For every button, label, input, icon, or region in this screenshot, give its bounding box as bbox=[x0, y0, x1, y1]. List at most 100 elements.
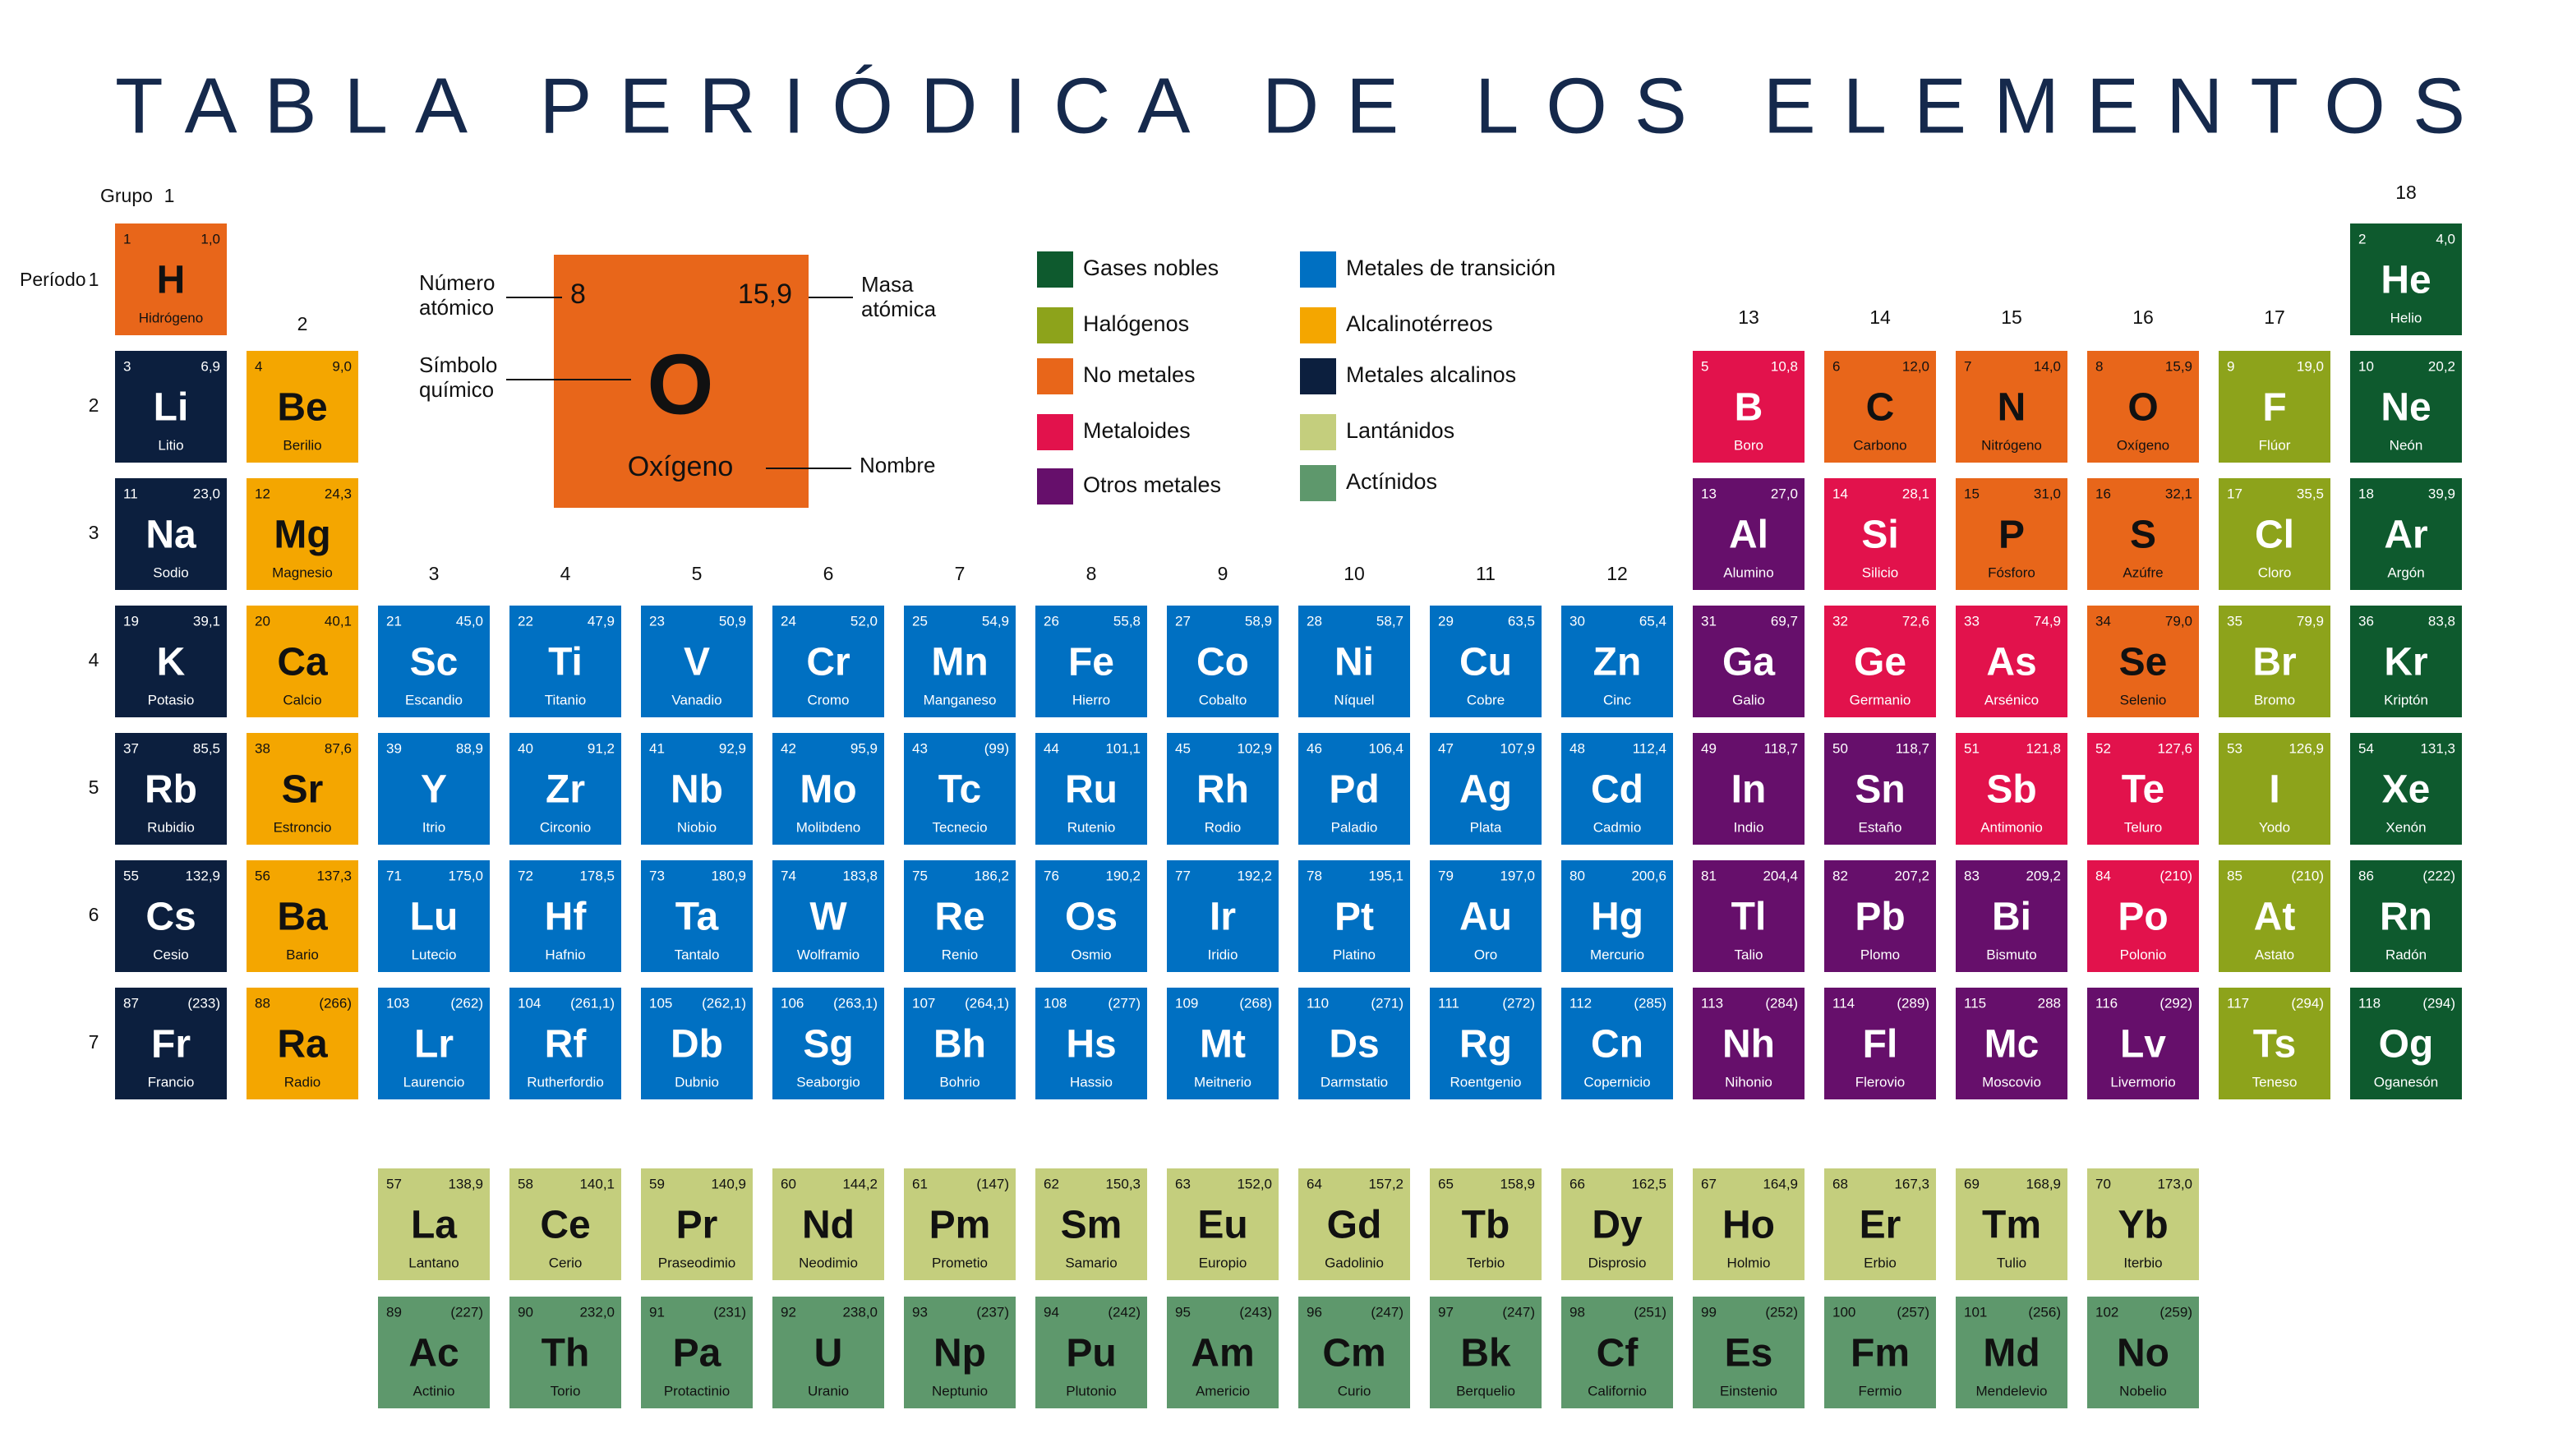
element-symbol: I bbox=[2269, 768, 2279, 812]
atomic-mass: 137,3 bbox=[316, 868, 352, 883]
atomic-mass: 126,9 bbox=[2289, 740, 2324, 756]
element-symbol: Rf bbox=[545, 1023, 588, 1067]
element-bg bbox=[641, 988, 753, 1099]
group-number: 3 bbox=[429, 563, 440, 584]
element-cell: 33 74,9 As Arsénico bbox=[1956, 606, 2067, 717]
atomic-mass: 106,4 bbox=[1368, 740, 1404, 756]
element-bg bbox=[1035, 1168, 1147, 1280]
element-cell: 37 85,5 Rb Rubidio bbox=[115, 733, 227, 845]
period-number: 1 bbox=[89, 269, 99, 290]
element-bg bbox=[1298, 606, 1410, 717]
atomic-number: 108 bbox=[1044, 995, 1067, 1011]
element-symbol: Os bbox=[1065, 896, 1118, 939]
element-bg bbox=[1693, 606, 1805, 717]
element-bg bbox=[378, 606, 490, 717]
element-cell: 43 (99)Tc Tecnecio bbox=[904, 733, 1016, 845]
element-bg bbox=[115, 860, 227, 972]
element-name: Arsénico bbox=[1984, 692, 2039, 707]
legend-swatch bbox=[1300, 465, 1336, 501]
atomic-number: 52 bbox=[2095, 740, 2111, 756]
element-cell: 47 107,9 Ag Plata bbox=[1430, 733, 1542, 845]
group-number: 14 bbox=[1869, 306, 1891, 328]
legend-swatch bbox=[1300, 307, 1336, 343]
element-name: Helio bbox=[2390, 310, 2422, 325]
element-name: Azúfre bbox=[2123, 564, 2163, 580]
atomic-number: 25 bbox=[912, 613, 928, 629]
element-bg bbox=[641, 733, 753, 845]
atomic-mass: 183,8 bbox=[842, 868, 878, 883]
element-symbol: Ga bbox=[1722, 641, 1775, 684]
element-name: Tantalo bbox=[675, 947, 720, 962]
atomic-mass: (231) bbox=[713, 1304, 746, 1320]
element-bg bbox=[1956, 1297, 2067, 1408]
element-symbol: Bi bbox=[1992, 896, 2031, 939]
element-symbol: Ge bbox=[1854, 641, 1906, 684]
atomic-number: 71 bbox=[386, 868, 402, 883]
element-name: Nitrógeno bbox=[1981, 437, 2042, 453]
atomic-number: 68 bbox=[1832, 1176, 1848, 1191]
element-bg bbox=[509, 860, 621, 972]
group-label: Grupo bbox=[100, 185, 153, 206]
atomic-number: 85 bbox=[2227, 868, 2242, 883]
element-name: Flúor bbox=[2259, 437, 2291, 453]
element-bg bbox=[1824, 478, 1936, 590]
element-cell: 35 79,9Br Bromo bbox=[2219, 606, 2330, 717]
element-cell: 81 204,4 Tl Talio bbox=[1693, 860, 1805, 972]
element-cell: 90 232,0 Th Torio bbox=[509, 1297, 621, 1408]
atomic-number: 5 bbox=[1701, 358, 1708, 374]
element-symbol: Si bbox=[1861, 514, 1898, 557]
element-bg bbox=[378, 1297, 490, 1408]
element-symbol: Ce bbox=[540, 1204, 590, 1247]
element-bg bbox=[115, 606, 227, 717]
atomic-mass: 19,0 bbox=[2297, 358, 2324, 374]
element-bg bbox=[2350, 351, 2462, 463]
atomic-number: 13 bbox=[1701, 486, 1717, 501]
atomic-mass: 10,8 bbox=[1771, 358, 1798, 374]
element-bg bbox=[509, 988, 621, 1099]
element-bg bbox=[247, 988, 358, 1099]
element-bg bbox=[772, 733, 884, 845]
element-name: Bismuto bbox=[1986, 947, 2036, 962]
atomic-number: 18 bbox=[2358, 486, 2374, 501]
element-name: Seaborgio bbox=[796, 1074, 860, 1090]
atomic-mass: 131,3 bbox=[2420, 740, 2455, 756]
atomic-mass: (289) bbox=[1897, 995, 1929, 1011]
element-cell: 77 192,2Ir Iridio bbox=[1167, 860, 1279, 972]
legend-label: Actínidos bbox=[1346, 469, 1437, 494]
period-number: 4 bbox=[89, 649, 99, 670]
element-cell: 15 31,0 P Fósforo bbox=[1956, 478, 2067, 590]
element-cell: 82 207,2 Pb Plomo bbox=[1824, 860, 1936, 972]
atomic-number: 45 bbox=[1175, 740, 1191, 756]
element-bg bbox=[1824, 860, 1936, 972]
element-bg bbox=[1824, 988, 1936, 1099]
atomic-mass: 140,9 bbox=[711, 1176, 746, 1191]
key-label: atómico bbox=[419, 295, 494, 320]
element-symbol: Cn bbox=[1591, 1023, 1643, 1067]
atomic-number: 19 bbox=[123, 613, 139, 629]
element-name: Teneso bbox=[2252, 1074, 2298, 1090]
element-symbol: Nb bbox=[671, 768, 723, 812]
atomic-mass: 31,0 bbox=[2034, 486, 2061, 501]
atomic-mass: 118,7 bbox=[1896, 740, 1929, 756]
element-bg bbox=[1956, 988, 2067, 1099]
element-symbol: Ho bbox=[1722, 1204, 1775, 1247]
element-cell: 57 138,9 La Lantano bbox=[378, 1168, 490, 1280]
element-symbol: Lr bbox=[414, 1023, 454, 1067]
element-bg bbox=[1430, 988, 1542, 1099]
element-name: Radón bbox=[2385, 947, 2427, 962]
element-cell: 26 55,8 Fe Hierro bbox=[1035, 606, 1147, 717]
element-name: Nihonio bbox=[1725, 1074, 1772, 1090]
atomic-mass: (262,1) bbox=[702, 995, 746, 1011]
atomic-number: 116 bbox=[2095, 995, 2118, 1011]
element-symbol: Cd bbox=[1591, 768, 1643, 812]
element-cell: 70 173,0 Yb Iterbio bbox=[2087, 1168, 2199, 1280]
element-bg bbox=[509, 1168, 621, 1280]
element-cell: 105 (262,1) Db Dubnio bbox=[641, 988, 753, 1099]
element-name: Niobio bbox=[677, 819, 717, 835]
element-bg bbox=[904, 606, 1016, 717]
element-name: Carbono bbox=[1853, 437, 1906, 453]
atomic-number: 14 bbox=[1832, 486, 1848, 501]
element-cell: 23 50,9 V Vanadio bbox=[641, 606, 753, 717]
element-cell: 58 140,1 Ce Cerio bbox=[509, 1168, 621, 1280]
legend-swatch bbox=[1037, 468, 1073, 505]
